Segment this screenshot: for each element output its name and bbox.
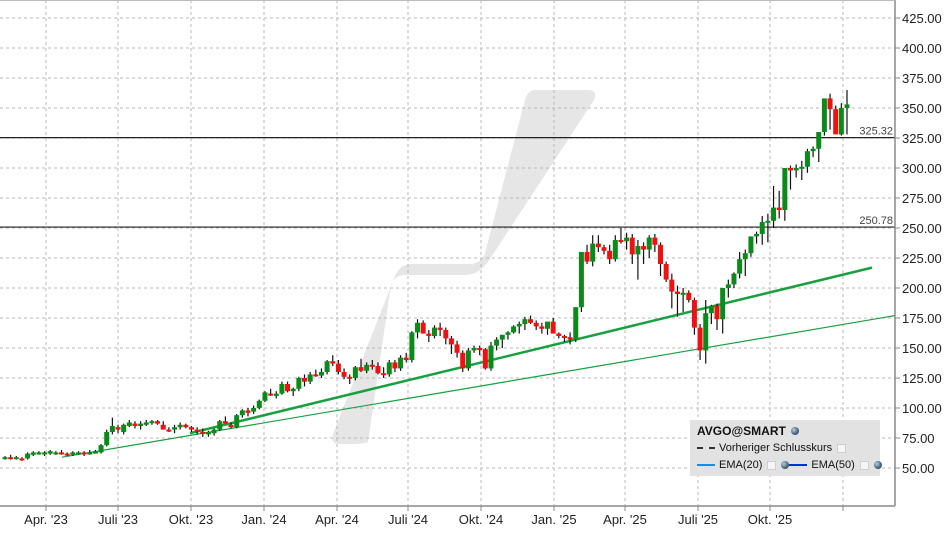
x-tick-label: Jan. '24: [241, 512, 286, 527]
ema20-settings-icon[interactable]: [781, 461, 790, 469]
y-tick-label: 300.00: [902, 161, 942, 176]
legend-prev-close-row: Vorheriger Schlusskurs: [697, 442, 847, 454]
x-tick-label: Juli '23: [98, 512, 138, 527]
ema20-line-icon: [697, 464, 715, 466]
y-tick-label: 350.00: [902, 101, 942, 116]
y-tick-label: 275.00: [902, 191, 942, 206]
legend-symbol: AVGO@SMART: [697, 424, 786, 438]
y-tick-label: 375.00: [902, 71, 942, 86]
watermark-logo: [332, 90, 596, 444]
y-tick-label: 150.00: [902, 341, 942, 356]
level-label: 325.32: [859, 126, 893, 138]
horizontal-levels: 325.32 250.78: [0, 126, 895, 228]
y-tick-label: 50.00: [902, 461, 935, 476]
y-tick-label: 425.00: [902, 11, 942, 26]
y-tick-label: 75.00: [902, 431, 935, 446]
legend-prev-close-label: Vorheriger Schlusskurs: [719, 442, 833, 454]
y-tick-label: 100.00: [902, 401, 942, 416]
ema20-checkbox[interactable]: [767, 460, 777, 470]
x-tick-label: Juli '24: [388, 512, 428, 527]
ema50-settings-icon[interactable]: [873, 461, 882, 469]
legend-ema-row: EMA(20) EMA(50): [697, 459, 882, 471]
x-tick-label: Okt. '25: [748, 512, 792, 527]
y-tick-label: 325.00: [902, 131, 942, 146]
y-axis-ticks: 425.00 400.00 375.00 350.00 325.00 300.00 275.…: [895, 11, 942, 476]
y-tick-label: 125.00: [902, 371, 942, 386]
x-tick-label: Apr. '24: [315, 512, 359, 527]
ema50-line-icon: [789, 464, 808, 466]
settings-icon[interactable]: [790, 427, 799, 435]
x-tick-label: Jan. '25: [531, 512, 576, 527]
x-tick-label: Apr. '23: [24, 512, 68, 527]
y-tick-label: 400.00: [902, 41, 942, 56]
y-tick-label: 225.00: [902, 251, 942, 266]
legend-symbol-row: AVGO@SMART: [697, 424, 799, 438]
x-tick-label: Okt. '23: [169, 512, 213, 527]
candles: [2, 90, 850, 461]
y-tick-label: 175.00: [902, 311, 942, 326]
chart-legend: AVGO@SMART Vorheriger Schlusskurs EMA(20…: [690, 420, 882, 476]
y-tick-label: 200.00: [902, 281, 942, 296]
dashed-line-icon: [697, 447, 715, 449]
x-tick-label: Apr. '25: [603, 512, 647, 527]
prev-close-checkbox[interactable]: [837, 443, 847, 453]
level-label: 250.78: [859, 215, 893, 227]
legend-ema50-label: EMA(50): [811, 459, 855, 471]
ema50-checkbox[interactable]: [859, 460, 869, 470]
x-axis-ticks: Apr. '23 Juli '23 Okt. '23 Jan. '24 Apr. '24…: [24, 506, 844, 527]
y-tick-label: 250.00: [902, 221, 942, 236]
x-tick-label: Juli '25: [678, 512, 718, 527]
legend-ema20-label: EMA(20): [719, 459, 763, 471]
x-tick-label: Okt. '24: [459, 512, 503, 527]
